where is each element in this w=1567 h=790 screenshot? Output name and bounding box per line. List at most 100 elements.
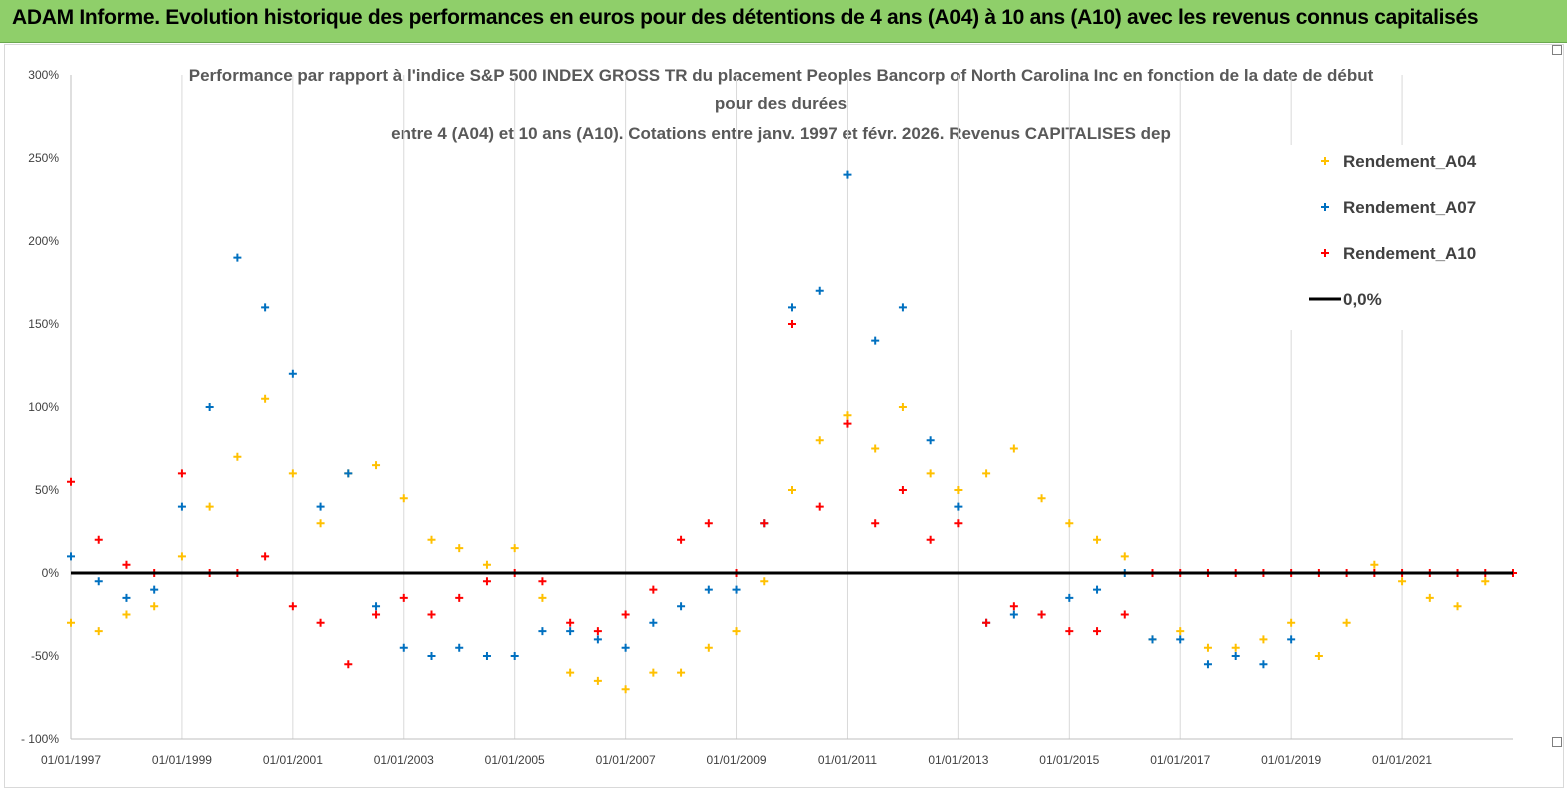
data-point-A07	[843, 170, 852, 179]
x-tick-label: 01/01/2021	[1372, 753, 1432, 767]
chart-title-line-1: Performance par rapport à l'indice S&P 5…	[189, 66, 1374, 85]
y-tick-label: 250%	[28, 151, 59, 165]
data-point-A04	[1453, 602, 1462, 611]
report-banner: ADAM Informe. Evolution historique des p…	[0, 0, 1567, 43]
data-point-A07	[621, 643, 630, 652]
data-point-A10	[94, 535, 103, 544]
data-point-A07	[732, 585, 741, 594]
chart-title-line-2: pour des durées	[715, 94, 847, 113]
data-point-A04	[1065, 519, 1074, 528]
data-point-A10	[677, 535, 686, 544]
data-point-A07	[538, 627, 547, 636]
x-axis-ticks: 01/01/1997 01/01/1999 01/01/2001 01/01/2003…	[41, 753, 1432, 767]
data-point-A10	[261, 552, 270, 561]
data-point-A04	[954, 486, 963, 494]
data-point-A04	[482, 560, 491, 569]
data-point-A07	[482, 652, 491, 660]
x-tick-label: 01/01/2013	[928, 753, 988, 767]
data-point-A07	[344, 469, 353, 478]
data-point-A07	[871, 336, 880, 345]
data-point-A10	[316, 618, 325, 627]
data-point-A04	[1093, 535, 1102, 544]
data-point-A04	[982, 469, 991, 478]
x-tick-label: 01/01/2007	[596, 753, 656, 767]
data-point-A10	[871, 519, 880, 528]
data-point-A07	[1287, 635, 1296, 644]
data-point-A04	[261, 394, 270, 403]
x-tick-label: 01/01/1997	[41, 753, 101, 767]
data-point-A04	[1259, 635, 1268, 644]
data-point-A07	[815, 286, 824, 295]
y-tick-label: 0%	[42, 566, 60, 580]
resize-handle-bottom-right[interactable]	[1552, 737, 1562, 747]
data-point-A04	[788, 486, 796, 494]
data-point-A04	[1037, 494, 1046, 503]
legend-label-zero: 0,0%	[1343, 290, 1382, 309]
data-point-A04	[732, 627, 741, 636]
data-point-A07	[898, 303, 907, 312]
data-point-A10	[593, 627, 602, 636]
data-point-A04	[233, 452, 242, 461]
data-point-A04	[566, 668, 575, 677]
y-tick-label: 100%	[28, 400, 59, 414]
x-tick-label: 01/01/1999	[152, 753, 212, 767]
data-point-A07	[372, 602, 381, 611]
data-point-A07	[177, 502, 186, 511]
data-point-A10	[1093, 627, 1102, 636]
data-point-A07	[455, 643, 464, 652]
resize-handle-right[interactable]	[1552, 45, 1562, 55]
legend-label-A07: Rendement_A07	[1343, 198, 1476, 217]
x-tick-label: 01/01/2009	[707, 753, 767, 767]
chart-title-line-3: entre 4 (A04) et 10 ans (A10). Cotations…	[391, 124, 1171, 143]
data-point-A10	[788, 320, 796, 328]
data-point-A10	[427, 610, 436, 619]
x-tick-label: 01/01/2011	[818, 753, 877, 767]
data-point-A10	[177, 469, 186, 478]
x-tick-label: 01/01/2001	[263, 753, 323, 767]
data-point-A04	[399, 494, 408, 503]
legend-background	[1281, 145, 1501, 330]
data-point-A10	[760, 519, 769, 528]
series-A10	[67, 320, 1517, 669]
data-point-A04	[94, 627, 103, 636]
data-point-A04	[538, 593, 547, 602]
data-point-A10	[566, 618, 575, 627]
data-point-A04	[1398, 577, 1407, 586]
data-point-A04	[1481, 577, 1490, 586]
data-point-A04	[427, 535, 436, 544]
data-point-A07	[1148, 635, 1157, 644]
legend-marker-A07	[1321, 203, 1329, 211]
data-point-A07	[566, 627, 575, 636]
data-point-A07	[593, 635, 602, 644]
data-point-A10	[372, 610, 381, 619]
y-tick-label: 150%	[28, 317, 59, 331]
data-point-A04	[1370, 560, 1379, 569]
data-point-A10	[455, 593, 464, 602]
data-point-A10	[815, 502, 824, 511]
data-point-A07	[704, 585, 713, 594]
x-tick-label: 01/01/2019	[1261, 753, 1321, 767]
chart-area[interactable]: Performance par rapport à l'indice S&P 5…	[4, 44, 1564, 788]
chart-legend: Rendement_A04 Rendement_A07 Rendement_A10 0…	[1281, 145, 1501, 330]
data-point-A04	[288, 469, 297, 478]
data-point-A04	[1176, 627, 1185, 636]
data-point-A10	[954, 519, 963, 528]
x-tick-label: 01/01/2003	[374, 753, 434, 767]
y-tick-label: 50%	[35, 483, 59, 497]
data-point-A07	[67, 552, 75, 561]
data-point-A04	[593, 676, 602, 685]
report-title: ADAM Informe. Evolution historique des p…	[12, 6, 1479, 29]
data-point-A04	[621, 685, 630, 694]
data-point-A07	[677, 602, 686, 611]
data-point-A04	[815, 436, 824, 445]
data-point-A07	[316, 502, 325, 511]
data-point-A07	[1009, 610, 1018, 619]
y-tick-label: -50%	[31, 649, 59, 663]
data-point-A04	[704, 643, 713, 652]
data-point-A04	[316, 519, 325, 528]
data-point-A04	[372, 461, 381, 470]
data-point-A04	[677, 668, 686, 677]
data-point-A04	[1287, 618, 1296, 627]
data-point-A10	[482, 577, 491, 586]
data-point-A07	[94, 577, 103, 586]
